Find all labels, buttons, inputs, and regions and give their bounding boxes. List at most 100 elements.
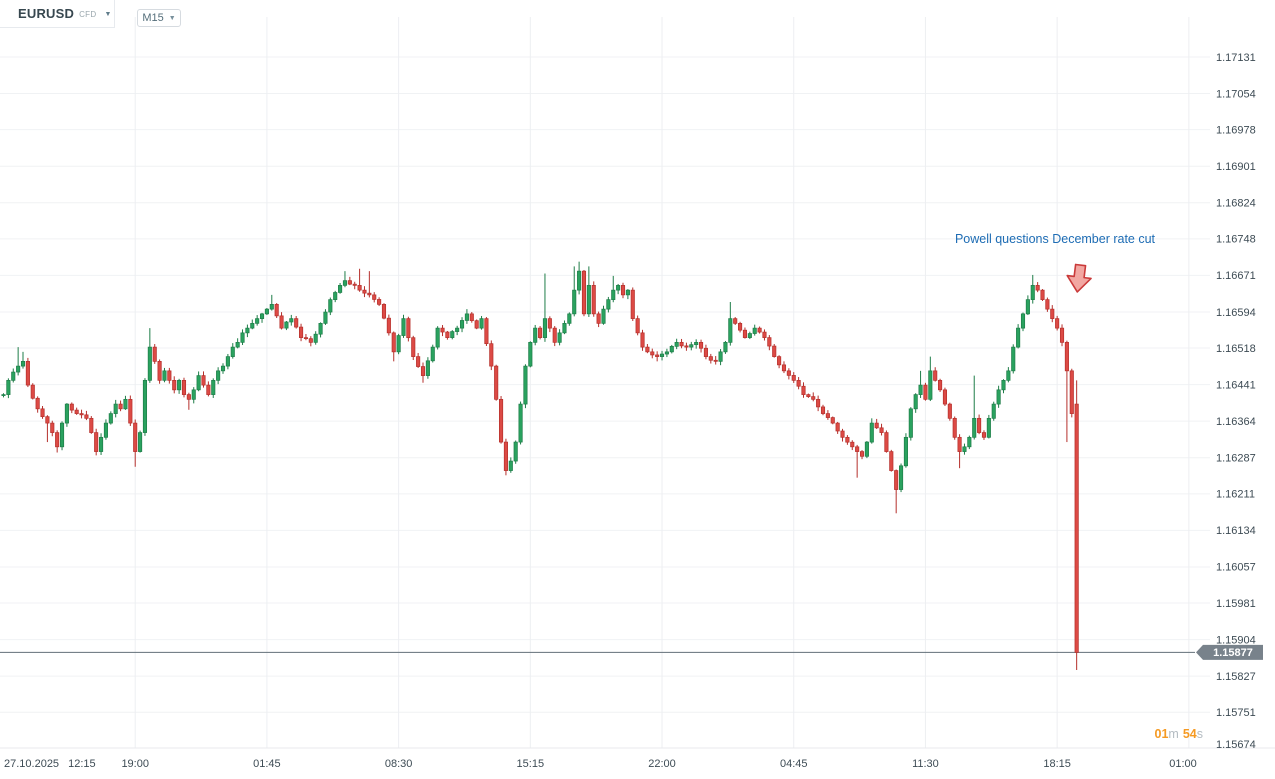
candle-body [1020, 313, 1026, 329]
candle-body [259, 313, 265, 319]
price-axis-label: 1.15904 [1216, 634, 1256, 646]
candle-body [733, 318, 738, 324]
timeframe-selector[interactable]: M15 ▼ [137, 9, 181, 27]
candles-layer [1, 261, 1079, 670]
candle-body [479, 318, 484, 329]
price-axis-label: 1.16518 [1216, 343, 1256, 355]
candle-body [162, 370, 167, 381]
candle-body [240, 332, 245, 343]
candle-body [947, 403, 952, 419]
candle-body [957, 436, 962, 452]
time-axis-label: 11:30 [912, 758, 939, 770]
candle-body [816, 398, 821, 408]
candle-body [616, 285, 621, 291]
candle-body [684, 345, 689, 348]
candle-body [635, 318, 640, 334]
price-axis-label: 1.16978 [1216, 124, 1256, 136]
candle-body [625, 289, 630, 296]
candle-body [499, 398, 504, 443]
candle-body [752, 327, 757, 334]
candle-body [1016, 327, 1021, 348]
candle-body [445, 331, 450, 338]
candle-body [113, 403, 118, 414]
candle-body [772, 345, 777, 357]
candle-body [786, 370, 791, 376]
candle-body [767, 337, 772, 347]
candle-body [962, 446, 967, 452]
candle-body [40, 408, 45, 418]
candle-body [50, 422, 55, 433]
candle-body [342, 280, 348, 286]
candle-body [1064, 342, 1069, 372]
candle-body [191, 389, 196, 400]
candle-body [6, 379, 11, 395]
time-axis-label: 27.10.2025 12:15 [4, 758, 96, 770]
candle-body [20, 361, 26, 367]
candle-body [167, 370, 172, 381]
candle-body [435, 327, 440, 348]
candle-body [459, 320, 465, 329]
candle-body [225, 356, 230, 367]
candle-body [972, 417, 977, 438]
candle-body [572, 289, 577, 315]
candle-body [128, 398, 133, 424]
candle-body [591, 285, 596, 315]
candle-body [1030, 285, 1035, 300]
price-axis[interactable]: 1.17131 1.17054 1.16978 1.16901 1.16824 1.167… [1216, 52, 1256, 751]
candle-body [830, 417, 835, 424]
candle-body [16, 365, 21, 373]
candle-body [864, 441, 869, 457]
price-axis-label: 1.16057 [1216, 562, 1256, 574]
candle-body [133, 422, 138, 452]
candle-body [352, 283, 357, 286]
candle-body [440, 327, 445, 333]
candle-body [923, 384, 928, 400]
candle-body [806, 394, 811, 397]
price-axis-label: 1.16211 [1216, 489, 1255, 501]
candle-body [645, 346, 650, 353]
candle-body [845, 436, 850, 443]
candle-body [650, 351, 655, 356]
candle-body [30, 384, 35, 399]
candle-body [913, 394, 918, 410]
candle-body [474, 320, 479, 329]
price-axis-label: 1.17131 [1216, 52, 1256, 64]
price-axis-label: 1.15981 [1216, 598, 1256, 610]
candle-body [952, 417, 957, 438]
candle-body [933, 370, 938, 381]
candle-body [928, 370, 933, 400]
candle-body [938, 379, 943, 391]
candle-body [562, 323, 567, 334]
candle-body [581, 270, 587, 315]
candle-body [840, 430, 845, 438]
time-axis-label: 01:00 [1169, 758, 1197, 770]
candle-body [918, 384, 923, 395]
candle-body [494, 365, 499, 400]
candle-body [269, 304, 274, 310]
candle-body [738, 323, 743, 331]
candle-body [1059, 327, 1065, 343]
candle-body [762, 331, 767, 338]
candle-body [708, 356, 713, 361]
candle-body [367, 292, 372, 296]
candle-body [372, 294, 377, 300]
candle-body [508, 460, 513, 471]
candle-body [411, 337, 416, 357]
candle-body [333, 292, 338, 300]
candle-body [903, 436, 908, 467]
symbol-selector[interactable]: EURUSD CFD ▼ [0, 0, 115, 28]
candle-body [533, 327, 538, 343]
candle-body [703, 347, 708, 357]
time-axis[interactable]: 27.10.2025 12:15 19:00 01:45 08:30 15:15 22:0… [4, 758, 1197, 770]
candle-body [74, 409, 79, 414]
candle-body [318, 323, 323, 335]
candle-body [142, 379, 148, 433]
candle-body [967, 436, 972, 448]
candle-body [377, 299, 382, 305]
candle-body [1001, 379, 1006, 391]
instrument-type-badge: CFD [79, 10, 97, 19]
candle-body [450, 331, 455, 338]
candle-body [206, 384, 211, 395]
candle-body [723, 342, 728, 353]
